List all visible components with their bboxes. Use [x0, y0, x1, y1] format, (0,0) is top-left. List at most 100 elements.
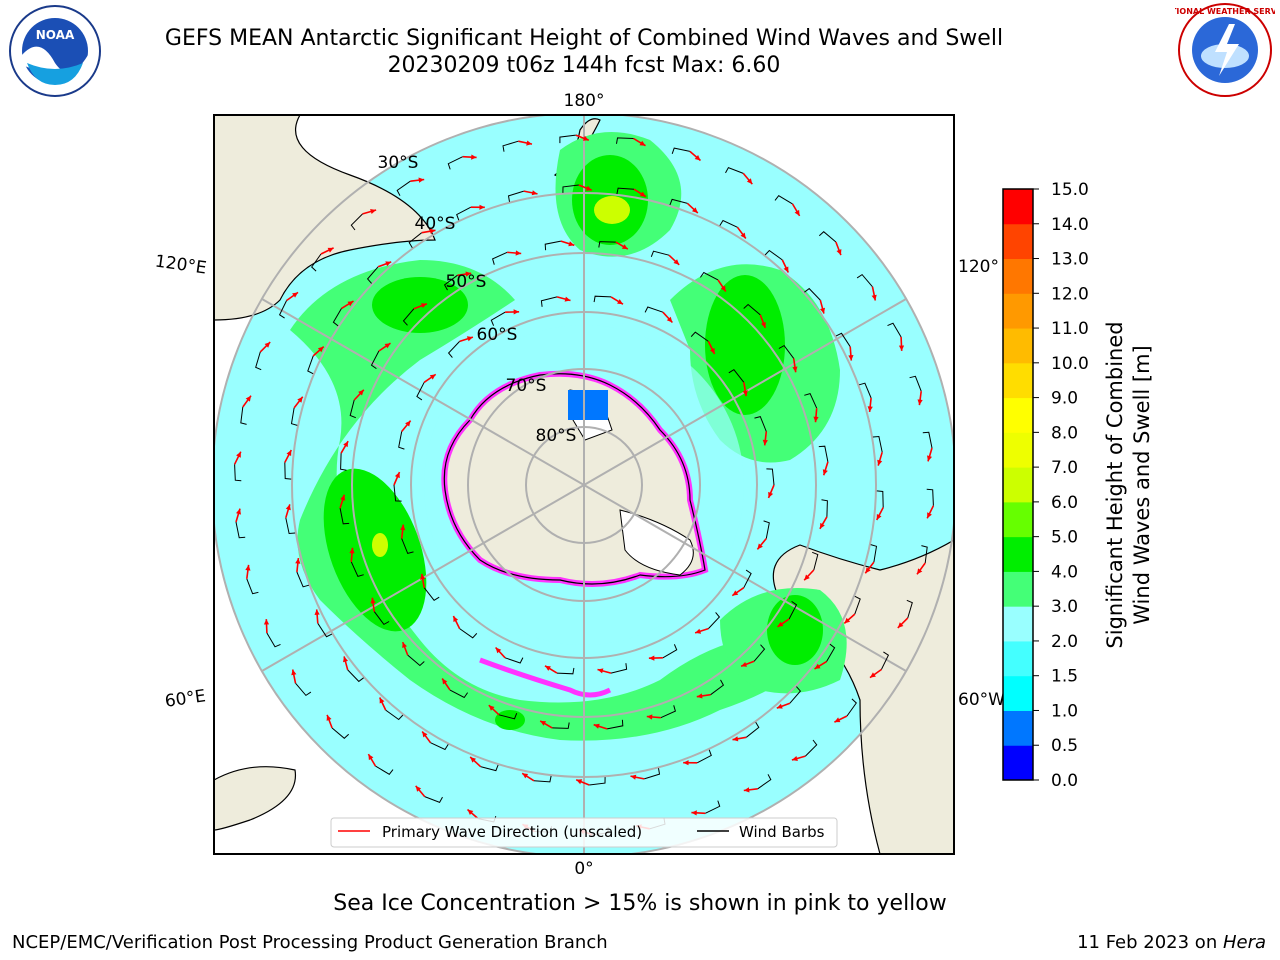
wave-arrow-head: [418, 177, 425, 183]
wind-barb: [416, 382, 425, 401]
wind-barb: [763, 520, 770, 539]
wind-barb: [710, 679, 725, 696]
wind-barb: [757, 774, 772, 790]
wave-arrow-head: [865, 567, 871, 574]
wind-barb: [370, 350, 380, 370]
wind-barb: [234, 464, 242, 482]
noaa-logo-text: NOAA: [36, 28, 75, 42]
wind-barb: [774, 195, 793, 205]
wave-arrow-head: [836, 249, 842, 256]
wave-arrow-head: [582, 135, 589, 141]
wave-arrow-head: [421, 303, 427, 308]
wind-barb: [266, 632, 281, 648]
lon-label-60e: 60°E: [164, 686, 207, 711]
wave-arrow-head: [349, 547, 355, 554]
wave-arrow-head: [326, 714, 332, 721]
wave-arrow-head: [898, 345, 905, 351]
wind-barb: [447, 341, 460, 358]
wave-arrow-head: [927, 455, 932, 462]
nws-ring-text: NATIONAL WEATHER SERVICE: [1175, 7, 1275, 16]
lon-label-0: 0°: [574, 859, 593, 879]
wind-barb: [854, 595, 861, 615]
wave-arrow-head: [292, 292, 298, 298]
wind-barb: [872, 435, 883, 453]
wave-arrow-head: [876, 514, 882, 520]
wave-arrow-head: [695, 628, 702, 634]
wave-arrow-head: [794, 209, 800, 216]
wave-arrow-head: [917, 568, 923, 575]
wave-arrow-head: [368, 754, 374, 761]
wind-barb: [616, 187, 635, 195]
wave-arrow-head: [740, 232, 746, 239]
wave-arrow-head: [347, 301, 354, 307]
wave-arrow-head: [420, 573, 426, 580]
wave-arrow-head: [245, 395, 251, 402]
wind-barb: [507, 190, 524, 202]
noaa-logo-icon: NOAA: [9, 5, 101, 97]
wind-barb: [502, 140, 519, 152]
wave-arrow-head: [804, 574, 810, 581]
wind-barb: [373, 611, 390, 626]
wind-barb: [456, 206, 472, 221]
wind-barb: [339, 508, 350, 525]
wind-barb: [296, 571, 310, 588]
wind-barb: [778, 344, 795, 359]
wind-barb: [311, 253, 322, 272]
wave-arrow-head: [317, 346, 324, 353]
wave-arrow-head: [666, 316, 673, 323]
lon-label-180: 180°: [564, 91, 605, 111]
wave-arrow-head: [621, 244, 628, 250]
wind-barb: [408, 232, 423, 248]
wave-arrow-head: [429, 228, 436, 234]
wind-barb: [449, 689, 469, 699]
wind-barb: [876, 490, 884, 508]
wave-arrow-head: [776, 703, 783, 709]
wind-barb: [753, 644, 766, 662]
lon-label-60w: 60°W: [958, 690, 1005, 710]
map-legend: Primary Wave Direction (unscaled) Wind B…: [330, 817, 838, 848]
wave-arrow-head: [597, 668, 604, 674]
wave-arrow-head: [470, 757, 476, 763]
wind-barb: [255, 351, 262, 371]
wave-arrow-head: [370, 597, 376, 604]
wind-barb: [347, 669, 364, 683]
wave-arrow-head: [429, 374, 436, 380]
wind-barb: [401, 538, 414, 554]
date-text: 11 Feb 2023 on: [1077, 932, 1223, 953]
wind-barb: [307, 355, 314, 375]
lat-label-30s: 30°S: [378, 153, 419, 173]
wave-arrow-head: [691, 810, 697, 816]
wind-barb: [540, 296, 558, 307]
wind-barb: [423, 587, 440, 601]
wave-arrow-head: [327, 247, 334, 253]
wave-arrow-head: [343, 441, 349, 448]
wind-barb: [385, 709, 404, 721]
wave-arrow-head: [834, 717, 841, 723]
wave-arrow-head: [848, 355, 854, 361]
wave-arrow-head: [522, 773, 529, 779]
lat-label-60s: 60°S: [477, 325, 518, 345]
wind-barb: [766, 468, 775, 486]
lat-label-80s: 80°S: [536, 426, 577, 446]
wind-barb: [559, 134, 576, 144]
wind-barb: [644, 306, 664, 313]
wind-barb: [235, 521, 246, 539]
wind-barb: [533, 775, 552, 783]
wind-barb: [660, 705, 677, 719]
wave-arrow-head: [405, 420, 411, 427]
wave-arrow-head: [813, 416, 819, 423]
wind-barb: [887, 322, 902, 338]
wind-barb: [278, 300, 288, 319]
wind-barb: [490, 311, 506, 326]
wave-arrow-head: [792, 366, 798, 373]
wind-barb: [789, 686, 802, 704]
wind-barb: [366, 266, 379, 284]
wind-barb: [562, 184, 579, 193]
wave-arrow-head: [694, 155, 701, 161]
wind-barb: [699, 271, 719, 281]
wind-barb: [804, 287, 821, 301]
wave-arrow-head: [576, 779, 583, 785]
wave-arrow-head: [515, 250, 522, 256]
wind-barb: [607, 719, 624, 730]
wave-arrow-head: [814, 663, 821, 669]
